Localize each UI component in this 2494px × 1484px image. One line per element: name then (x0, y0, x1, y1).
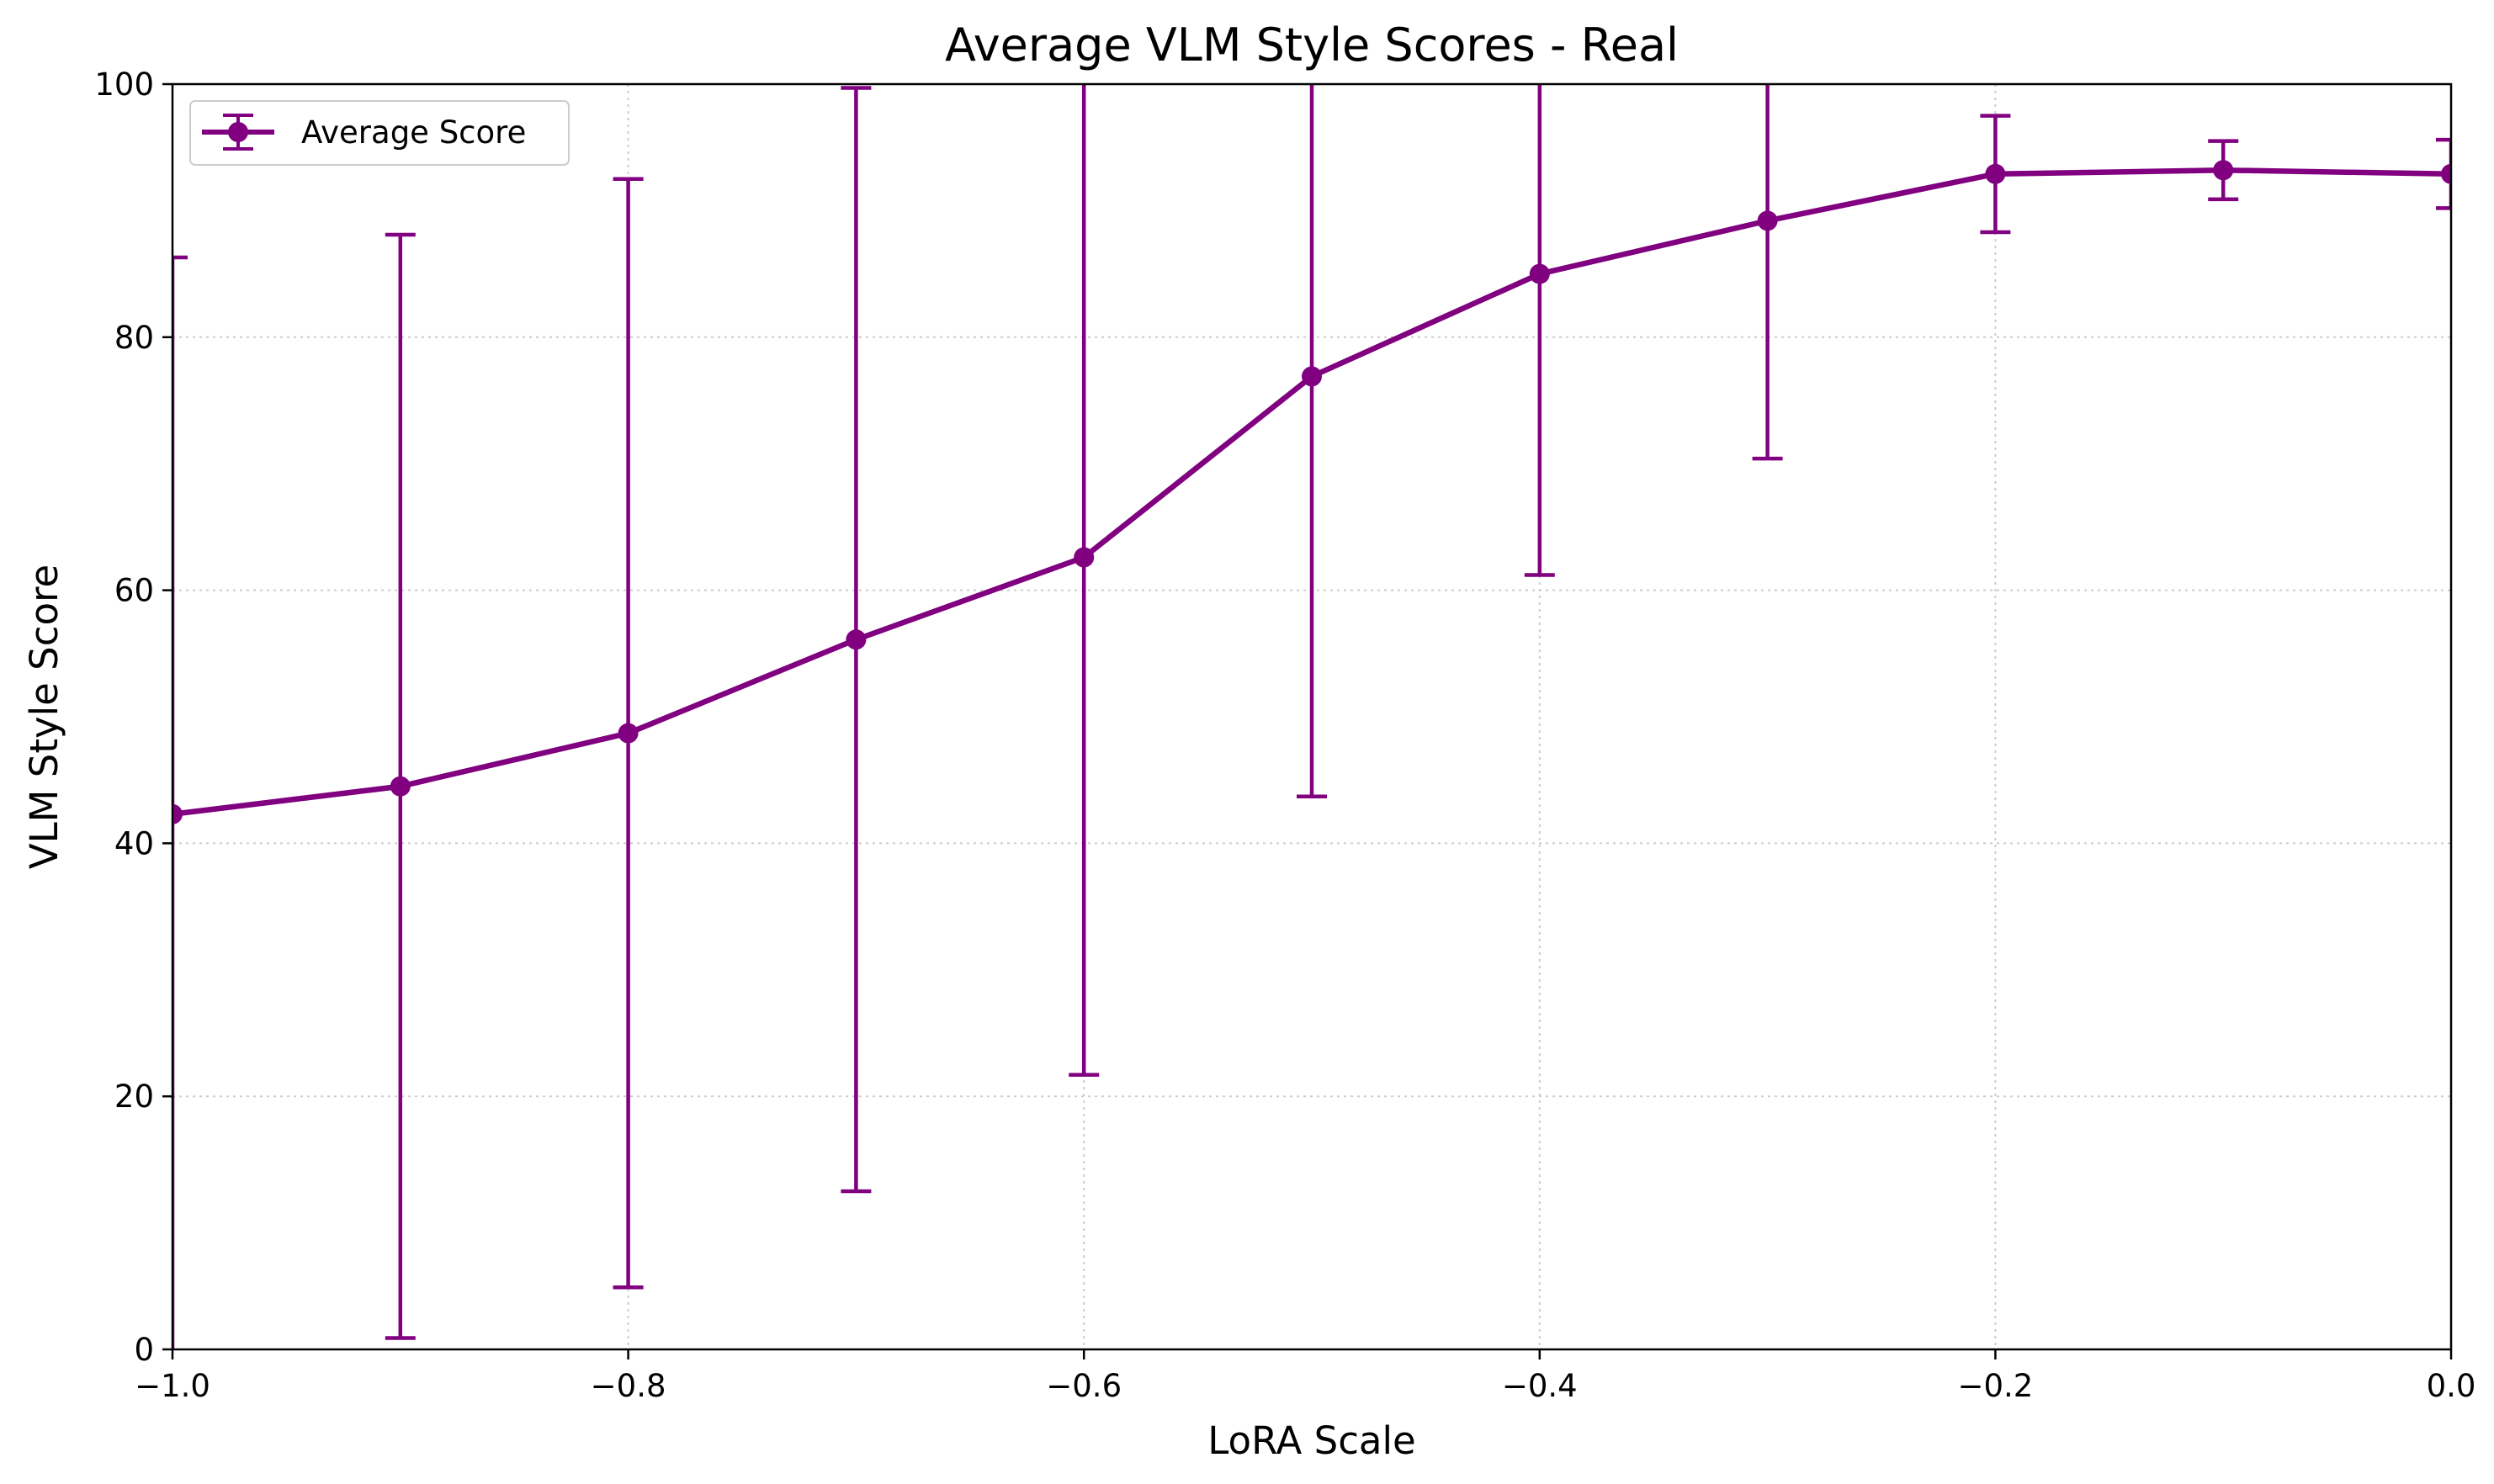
x-tick-label: −0.2 (1957, 1368, 2033, 1404)
legend-frame (189, 100, 570, 166)
data-point (172, 803, 183, 824)
x-tick-label: −1.0 (135, 1368, 210, 1404)
x-axis-label: LoRA Scale (1207, 1418, 1415, 1463)
legend-label: Average Score (301, 114, 526, 151)
data-point (2213, 160, 2234, 181)
data-point (390, 776, 411, 797)
plot-frame (171, 82, 2453, 1351)
x-tick-label: −0.6 (1046, 1368, 1122, 1404)
y-tick-label: 40 (114, 825, 154, 861)
data-point (1757, 210, 1778, 231)
y-tick-label: 0 (134, 1332, 154, 1368)
data-point (618, 723, 639, 744)
x-tick-label: −0.8 (591, 1368, 666, 1404)
y-tick-label: 60 (114, 573, 154, 609)
legend: Average Score (189, 100, 570, 166)
y-tick-label: 100 (94, 66, 154, 103)
legend-marker (228, 122, 248, 142)
x-tick-label: 0.0 (2427, 1368, 2476, 1404)
y-axis: 0 20 40 60 80 100 (94, 66, 172, 1368)
series-average-score (172, 84, 2451, 1349)
chart-title: Average VLM Style Scores - Real (945, 19, 1679, 72)
y-axis-label: VLM Style Score (22, 564, 66, 869)
y-tick-label: 80 (114, 320, 154, 356)
y-tick-label: 20 (114, 1079, 154, 1115)
data-point (1074, 547, 1095, 568)
data-point (1529, 263, 1550, 284)
x-tick-label: −0.4 (1502, 1368, 1578, 1404)
data-point (846, 629, 867, 650)
data-point (1985, 163, 2006, 184)
data-point (2441, 163, 2451, 184)
x-axis: −1.0 −0.8 −0.6 −0.4 −0.2 0.0 (135, 1349, 2475, 1404)
data-point (1302, 366, 1322, 387)
